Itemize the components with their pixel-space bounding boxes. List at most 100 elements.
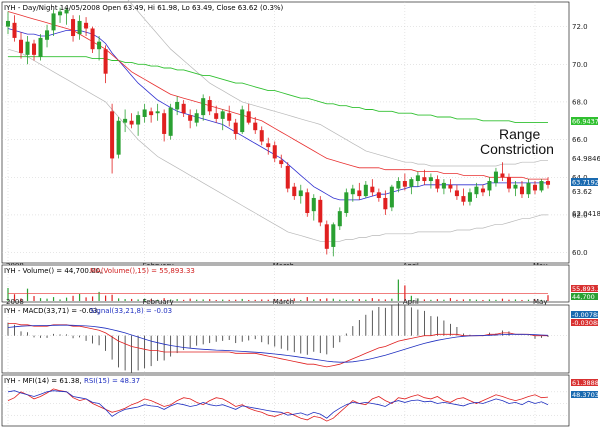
volume-bar [391, 298, 393, 301]
candle [32, 39, 37, 61]
volume-bar [222, 299, 224, 301]
macd-header-label: IYH - MACD(33,71) = -0.03, [4, 307, 100, 315]
volume-bar [7, 288, 9, 301]
volume-bar [20, 298, 22, 301]
ma50-line [7, 28, 548, 201]
candle-body [272, 145, 277, 159]
candle [110, 103, 115, 174]
volume-bar [144, 298, 146, 301]
candle-body [253, 122, 258, 131]
macd-line [8, 322, 548, 368]
volume-bar [131, 298, 133, 301]
volume-bar [469, 299, 471, 301]
volume-bar [267, 299, 269, 301]
candle-body [188, 115, 193, 121]
volume-bar [378, 299, 380, 301]
candle [71, 15, 76, 42]
candle [350, 184, 355, 202]
candle [402, 173, 407, 191]
volume-bar [248, 299, 250, 301]
volume-bar [449, 298, 452, 301]
band-lower-line [7, 48, 548, 242]
volume-month-label: 2008 [6, 298, 24, 306]
candle-body [71, 19, 76, 37]
candle-body [545, 181, 551, 185]
candle-body [90, 28, 95, 50]
volume-bar [163, 298, 165, 301]
candle-body [350, 188, 355, 195]
price-tick-label: 64.0 [572, 174, 588, 182]
volume-bar [124, 299, 126, 301]
candle [201, 94, 206, 121]
candle [519, 181, 524, 198]
candle [493, 167, 498, 187]
candle-body [116, 120, 121, 155]
volume-bar [85, 297, 87, 301]
volume-bar [196, 299, 198, 301]
candle-body [58, 11, 63, 16]
volume-bar [39, 298, 42, 301]
candle [454, 184, 459, 200]
volume-bar [404, 285, 406, 301]
candle-body [337, 211, 342, 227]
volume-bar [345, 299, 347, 301]
volume-bar [547, 295, 549, 301]
volume-bar [176, 299, 178, 301]
candle-body [519, 186, 524, 195]
macd-panel: IYH - MACD(33,71) = -0.03, Signal(33,21,… [1, 303, 600, 374]
candle-body [422, 177, 427, 182]
volume-bar [365, 299, 367, 301]
candle-body [97, 41, 102, 50]
volume-bar [339, 299, 341, 301]
volume-bar [534, 299, 536, 301]
candle-body [305, 192, 310, 214]
candle-body [461, 196, 466, 202]
volume-bar [150, 299, 152, 301]
candle-body [506, 177, 511, 189]
volume-bar [65, 297, 68, 301]
candle-body [136, 115, 141, 125]
volume-bar [462, 299, 465, 301]
volume-bar [78, 293, 81, 301]
candle [175, 96, 180, 116]
candle-body [467, 192, 472, 202]
candle-body [25, 41, 30, 55]
candle [435, 175, 440, 193]
volume-bar [371, 298, 373, 301]
volume-bar [280, 299, 282, 301]
price-tick-label: 66.0 [572, 136, 588, 144]
volume-bar [293, 298, 295, 301]
candle [383, 190, 388, 215]
candle [506, 173, 511, 193]
volume-bar [300, 299, 302, 301]
rsi-line [7, 390, 549, 419]
mfi-header-label: IYH - MFI(14) = 61.38, [4, 377, 82, 385]
candle-body [331, 224, 336, 247]
volume-label: 44,700 [572, 293, 595, 301]
candle-body [259, 130, 264, 142]
volume-bar [261, 299, 263, 301]
volume-bar [306, 297, 308, 301]
candle [181, 100, 186, 117]
macd-header-signal: Signal(33,21,8) = -0.03 [90, 307, 172, 315]
candle [25, 36, 30, 65]
candle [259, 126, 264, 146]
volume-grid [7, 265, 536, 302]
candle [532, 181, 538, 195]
candle-body [363, 184, 368, 197]
volume-bar [495, 299, 497, 301]
candle-body [168, 107, 173, 136]
candle-body [266, 143, 271, 148]
candle-body [5, 20, 11, 27]
volume-bar [514, 299, 517, 301]
candle-body [311, 197, 316, 212]
volume-bar [313, 299, 315, 301]
volume-bar [332, 298, 334, 301]
volume-bar [52, 297, 55, 301]
candle [142, 103, 147, 123]
bollinger-bands [7, 0, 548, 242]
candle [77, 15, 82, 40]
volume-bar [13, 294, 16, 301]
candle [233, 118, 238, 140]
candle-body [487, 181, 492, 191]
